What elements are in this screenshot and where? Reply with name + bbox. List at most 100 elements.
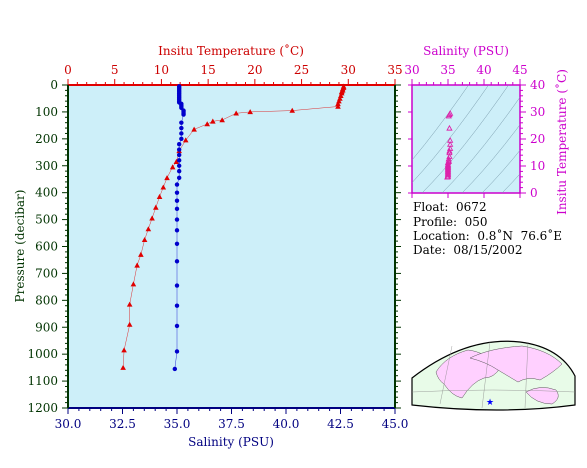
- temperature-point: [164, 175, 170, 181]
- y-axis-tick-label: 1000: [27, 347, 58, 361]
- salinity-point: [174, 323, 180, 329]
- top-axis-tick-label: 5: [111, 63, 119, 77]
- bottom-axis-tick-label: 37.5: [218, 417, 245, 431]
- ts-x-axis-title: Salinity (PSU): [423, 44, 509, 58]
- temperature-point: [153, 204, 159, 210]
- ts-y-axis-title: Insitu Temperature (˚C): [554, 69, 569, 215]
- salinity-point: [174, 349, 180, 354]
- top-axis-tick-label: 15: [201, 63, 216, 77]
- salinity-point: [174, 182, 180, 187]
- salinity-point: [179, 131, 184, 136]
- ts-x-tick-label: 40: [476, 63, 491, 77]
- temperature-point: [121, 347, 127, 353]
- temperature-point: [204, 121, 211, 127]
- top-axis-tick-label: 10: [154, 63, 169, 77]
- temperature-point: [233, 110, 239, 116]
- main-series-group: [120, 83, 347, 372]
- y-axis-tick-label: 800: [35, 293, 58, 307]
- temperature-point: [126, 321, 133, 327]
- salinity-point: [179, 136, 184, 142]
- temperature-point: [335, 101, 341, 107]
- y-axis-tick-label: 700: [35, 266, 58, 280]
- ts-y-tick-label: 20: [530, 132, 545, 146]
- salinity-point: [176, 163, 182, 168]
- salinity-point: [176, 158, 182, 163]
- temperature-point: [247, 109, 253, 115]
- salinity-point: [174, 283, 180, 288]
- ts-y-tick-label: 0: [530, 186, 538, 200]
- temperature-point: [138, 251, 144, 257]
- salinity-point: [174, 259, 180, 264]
- profile-number-label: Profile: 050: [413, 215, 488, 229]
- ts-y-tick-label: 30: [530, 105, 545, 119]
- salinity-point: [172, 366, 178, 372]
- temperature-point: [130, 281, 137, 287]
- y-axis-tick-label: 900: [35, 320, 58, 334]
- float-location-marker: ★: [486, 398, 494, 408]
- ts-contour-line: [421, 85, 509, 193]
- bottom-axis-tick-label: 42.5: [327, 417, 354, 431]
- ts-point: [446, 124, 453, 131]
- salinity-point: [176, 175, 182, 181]
- ts-contour-line: [412, 85, 489, 183]
- ts-contour-line: [412, 85, 469, 161]
- y-axis-tick-label: 0: [50, 78, 58, 92]
- main-axis-ticks: 0 5 10 15 20 25 30 35 30.0 32.5 35.0 37.5 40.0 42.5 45…: [27, 63, 408, 431]
- temperature-point: [156, 193, 163, 199]
- y-axis-tick-label: 200: [35, 132, 58, 146]
- temperature-point: [335, 103, 341, 109]
- ts-points-group: [444, 110, 454, 180]
- map-land: [435, 345, 563, 405]
- y-axis-tick-label: 600: [35, 240, 58, 254]
- map-graticule: [411, 341, 576, 409]
- bottom-axis-tick-label: 35.0: [164, 417, 191, 431]
- bottom-axis-tick-label: 40.0: [273, 417, 300, 431]
- location-map: ★: [411, 340, 576, 411]
- top-axis-tick-label: 25: [294, 63, 309, 77]
- y-axis-tick-label: 300: [35, 159, 58, 173]
- temperature-point: [210, 118, 216, 124]
- temperature-point: [182, 137, 189, 143]
- profile-chart: 0 5 10 15 20 25 30 35 30.0 32.5 35.0 37.5 40.0 42.5 45…: [13, 43, 408, 449]
- temperature-point: [160, 184, 167, 190]
- top-axis-tick-label: 30: [341, 63, 356, 77]
- salinity-point: [174, 241, 180, 247]
- date-label: Date: 08/15/2002: [413, 243, 523, 257]
- salinity-point: [179, 120, 184, 125]
- salinity-point: [181, 112, 186, 117]
- temperature-point: [145, 226, 152, 232]
- temperature-point: [289, 107, 296, 113]
- ts-plot-background: [411, 84, 521, 194]
- float-id-label: Float: 0672: [413, 200, 487, 214]
- salinity-point: [176, 147, 182, 152]
- ts-point: [446, 147, 453, 154]
- salinity-point: [179, 125, 184, 131]
- bottom-axis-tick-label: 45.0: [382, 417, 409, 431]
- top-axis-tick-label: 35: [387, 63, 402, 77]
- ts-contour-line: [461, 124, 520, 193]
- bottom-axis-tick-label: 32.5: [109, 417, 136, 431]
- y-axis-tick-label: 500: [35, 213, 58, 227]
- temperature-point: [126, 301, 133, 307]
- temperature-point: [134, 262, 140, 268]
- y-axis-tick-label: 1100: [27, 374, 58, 388]
- ts-y-tick-label: 10: [530, 159, 545, 173]
- ts-point: [444, 173, 451, 180]
- y-axis-tick-label: 100: [35, 105, 58, 119]
- bottom-axis-tick-label: 30.0: [55, 417, 82, 431]
- y-axis-tick-label: 1200: [27, 401, 58, 415]
- salinity-point: [174, 303, 180, 308]
- salinity-point: [176, 152, 182, 158]
- ts-contour-line: [501, 173, 520, 193]
- temperature-point: [169, 164, 176, 170]
- salinity-point: [174, 190, 180, 195]
- temperature-point: [219, 117, 225, 123]
- salinity-point: [174, 217, 180, 222]
- ts-x-tick-label: 30: [404, 63, 419, 77]
- temperature-point: [120, 364, 126, 370]
- bottom-axis-title: Salinity (PSU): [188, 435, 274, 449]
- salinity-point: [174, 228, 180, 233]
